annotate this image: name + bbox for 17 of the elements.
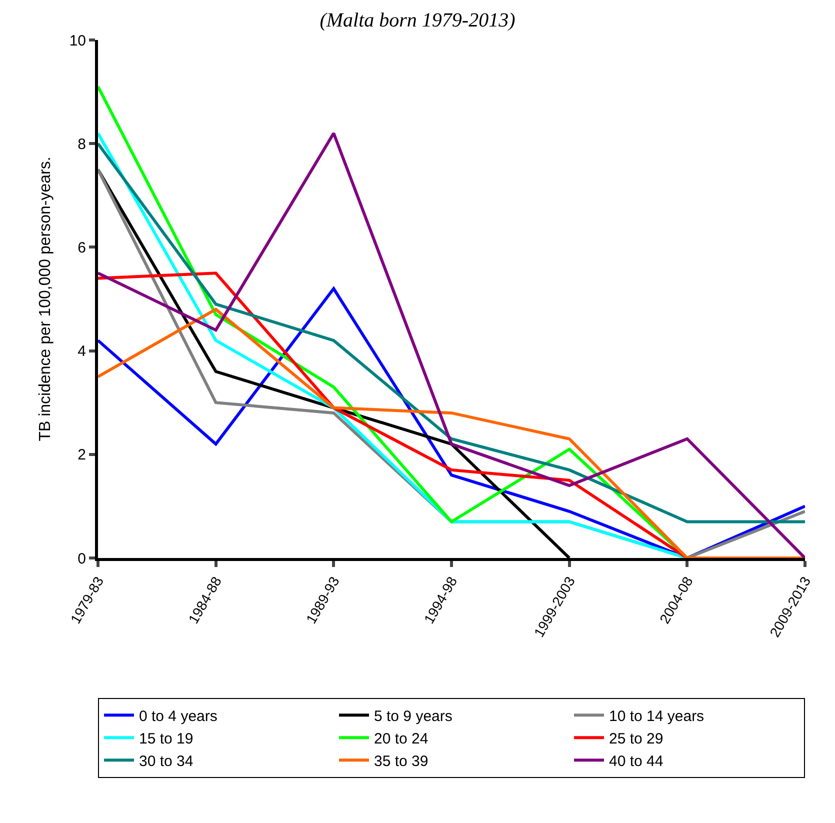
- y-tick-label: 10: [69, 32, 86, 50]
- y-axis-title: TB incidence per 100,000 person-years.: [37, 156, 54, 442]
- y-tick-label: 4: [78, 343, 86, 360]
- legend-label: 25 to 29: [609, 730, 664, 748]
- y-tick-label: 8: [78, 136, 86, 153]
- legend-label: 0 to 4 years: [139, 708, 218, 725]
- legend-label: 15 to 19: [139, 730, 194, 748]
- legend-label: 20 to 24: [374, 730, 428, 748]
- y-tick-label: 6: [78, 239, 86, 256]
- legend-label: 40 to 44: [609, 752, 664, 770]
- y-tick-label: 2: [78, 446, 86, 464]
- chart-title: (Malta born 1979-2013): [320, 9, 516, 32]
- legend-label: 35 to 39: [374, 752, 428, 770]
- y-tick-label: 0: [78, 550, 86, 568]
- legend-label: 5 to 9 years: [374, 708, 452, 725]
- legend-label: 10 to 14 years: [609, 708, 704, 725]
- legend-label: 30 to 34: [139, 752, 194, 770]
